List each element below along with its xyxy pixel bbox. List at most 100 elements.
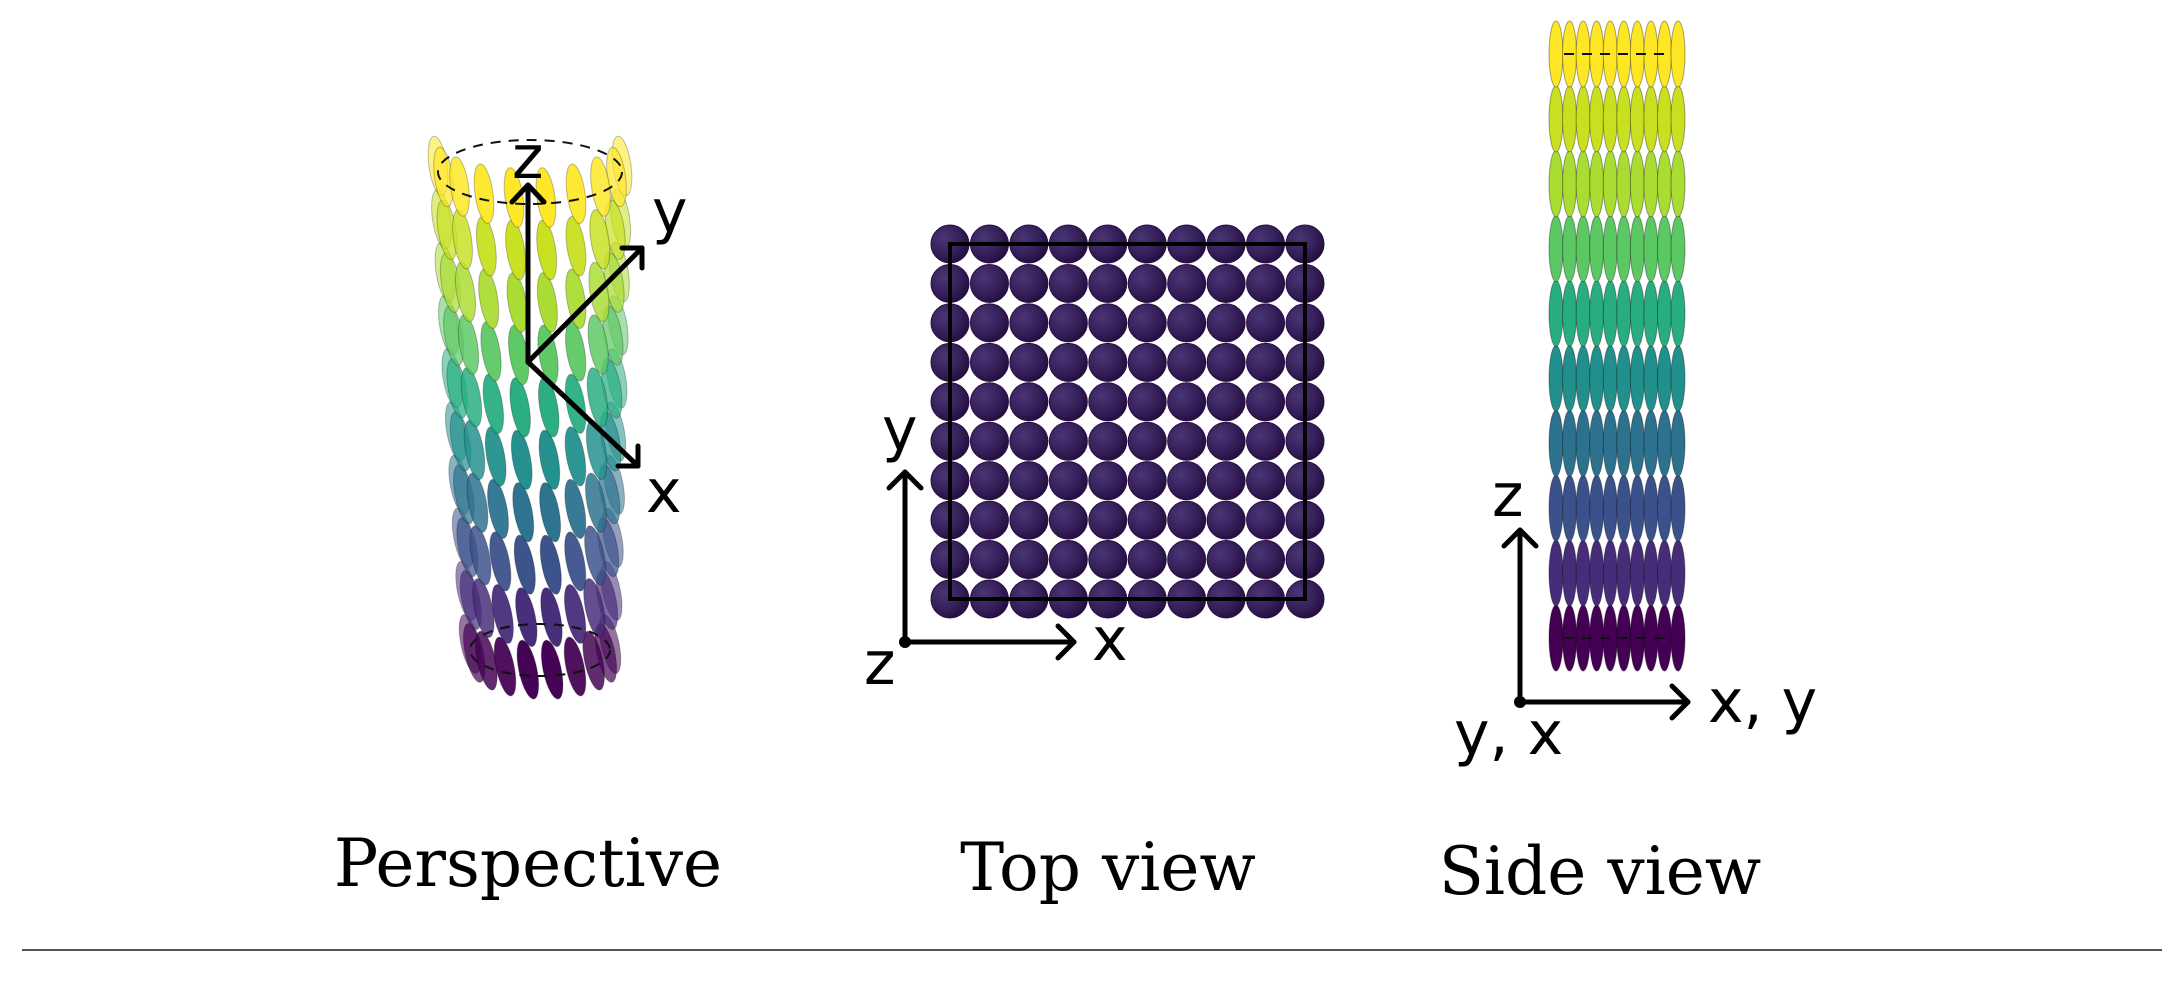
top-view-particle [1167, 263, 1207, 303]
top-view-particle [969, 263, 1009, 303]
top-view-particle [1206, 461, 1246, 501]
top-view-particle [1048, 500, 1088, 540]
side-view-ellipsoid [1656, 280, 1672, 348]
top-view-particle [1246, 303, 1286, 343]
side-view-ellipsoid [1643, 409, 1659, 477]
side-view-ellipsoid [1616, 409, 1632, 477]
top-view-particle [1048, 382, 1088, 422]
perspective-ellipsoid [505, 219, 526, 281]
side-view-ellipsoid [1656, 85, 1672, 153]
side-view-ellipsoid [1670, 409, 1686, 477]
side-view-ellipsoid [1616, 539, 1632, 607]
side-view-ellipsoid [1670, 150, 1686, 218]
caption-side-view: Side view [1439, 833, 1762, 910]
top-view-particle [969, 382, 1009, 422]
perspective-ellipsoid-stack [427, 135, 633, 700]
top-view-particle [1127, 303, 1167, 343]
side-view-ellipsoid [1656, 474, 1672, 542]
perspective-ellipsoid [475, 216, 497, 277]
top-view-particle [1088, 263, 1128, 303]
side-view-ellipsoid [1548, 409, 1564, 477]
perspective-ellipsoid [536, 272, 558, 333]
side-view-origin-dot [1514, 696, 1526, 708]
side-view-ellipsoid [1656, 539, 1672, 607]
side-view-ellipsoid [1616, 280, 1632, 348]
side-view-ellipsoid [1575, 539, 1591, 607]
side-view-ellipsoid [1575, 409, 1591, 477]
perspective-ellipsoid [472, 578, 495, 638]
top-view-particle [969, 461, 1009, 501]
perspective-ellipsoid [484, 426, 507, 487]
side-view-ellipsoid [1548, 150, 1564, 218]
top-view-particle [1246, 382, 1286, 422]
top-view-particle [1009, 540, 1049, 580]
top-view-particle [1048, 342, 1088, 382]
caption-top-view: Top view [960, 829, 1256, 906]
top-view-particle [1167, 303, 1207, 343]
top-view-particle [1048, 421, 1088, 461]
top-view-particle [1206, 342, 1246, 382]
perspective-bottom-layer-outline [469, 623, 611, 677]
top-view-particle [1088, 382, 1128, 422]
side-view-z-label: z [1492, 461, 1524, 531]
side-view-ellipsoid [1575, 474, 1591, 542]
perspective-ellipsoid [466, 472, 489, 533]
perspective-z-label: z [512, 123, 544, 193]
side-view-ellipsoid [1548, 474, 1564, 542]
side-view-ellipsoid [1670, 20, 1686, 88]
perspective-ellipsoid [587, 314, 609, 375]
side-view-ellipsoid [1616, 344, 1632, 412]
side-view-xy-arrowhead [1669, 683, 1691, 721]
side-view-ellipsoid [1602, 85, 1618, 153]
top-view-particle [1088, 500, 1128, 540]
perspective-ellipsoid [512, 482, 535, 543]
perspective-ellipsoid [589, 209, 611, 270]
top-view-particle [1206, 421, 1246, 461]
side-view-z-arrowhead [1501, 527, 1539, 549]
top-view-particle [1088, 421, 1128, 461]
side-view-ellipsoid [1602, 409, 1618, 477]
perspective-panel: z y x [427, 123, 688, 700]
perspective-ellipsoid [478, 268, 500, 329]
side-view-ellipsoid [1656, 344, 1672, 412]
side-view-yx-label: y, x [1454, 699, 1563, 769]
perspective-y-label: y [652, 177, 688, 247]
side-view-ellipsoid [1602, 344, 1618, 412]
top-view-particle [1246, 500, 1286, 540]
top-view-particle [1009, 263, 1049, 303]
top-view-box-outline [948, 242, 1307, 601]
perspective-ellipsoid [565, 163, 587, 224]
side-view-ellipsoid [1589, 280, 1605, 348]
perspective-ellipsoid [482, 373, 505, 434]
top-view-particle [1167, 421, 1207, 461]
top-view-particle [1048, 303, 1088, 343]
top-view-particle [969, 303, 1009, 343]
perspective-ellipsoid [564, 531, 587, 592]
perspective-z-arrowhead [509, 182, 547, 205]
top-view-x-arrowhead [1055, 623, 1077, 661]
perspective-ellipsoid [565, 216, 587, 277]
perspective-ellipsoid [538, 429, 561, 490]
top-view-particle [1009, 342, 1049, 382]
top-view-particle [969, 540, 1009, 580]
top-view-particle [1127, 540, 1167, 580]
top-view-particle [1206, 540, 1246, 580]
side-view-ellipsoid [1602, 474, 1618, 542]
top-view-particle [1206, 303, 1246, 343]
side-view-ellipsoid [1575, 215, 1591, 283]
perspective-ellipsoid [584, 525, 607, 586]
side-view-ellipsoid [1629, 474, 1645, 542]
top-view-particle [1048, 540, 1088, 580]
side-view-ellipsoid [1589, 474, 1605, 542]
perspective-ellipsoid [536, 219, 558, 281]
side-view-ellipsoid [1670, 344, 1686, 412]
side-view-panel: z x, y y, x [1454, 20, 1817, 769]
perspective-ellipsoid [463, 419, 486, 481]
top-view-particle [1246, 342, 1286, 382]
side-view-ellipsoid [1629, 85, 1645, 153]
top-view-y-arrowhead [886, 469, 924, 491]
top-view-particle [1127, 421, 1167, 461]
top-view-particle [1206, 500, 1246, 540]
perspective-ellipsoid [510, 429, 533, 490]
